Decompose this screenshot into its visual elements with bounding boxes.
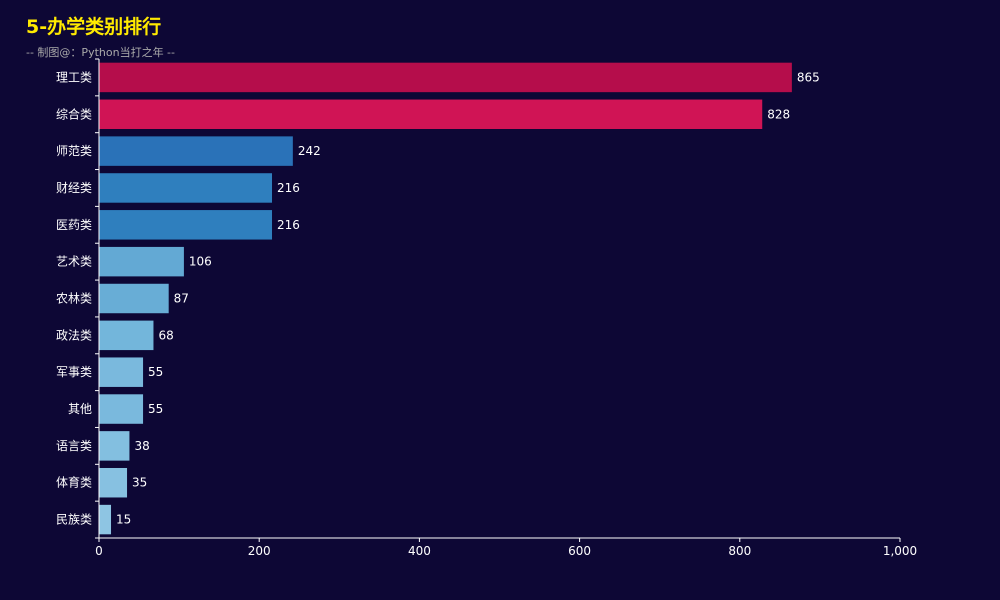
- bar: [99, 99, 763, 130]
- value-label: 55: [148, 365, 163, 379]
- bar: [99, 467, 128, 498]
- value-label: 15: [116, 513, 131, 527]
- value-label: 216: [277, 218, 300, 232]
- bar: [99, 283, 169, 314]
- category-label: 医药类: [56, 218, 92, 232]
- value-label: 865: [797, 70, 820, 84]
- bar: [99, 320, 154, 351]
- value-label: 216: [277, 181, 300, 195]
- bar: [99, 62, 792, 93]
- bar: [99, 394, 144, 424]
- value-label: 242: [298, 144, 321, 158]
- category-label: 军事类: [56, 365, 92, 379]
- category-label: 政法类: [56, 328, 92, 342]
- category-label: 艺术类: [56, 255, 92, 269]
- chart-subtitle: -- 制图@：Python当打之年 --: [26, 46, 175, 59]
- chart-title: 5-办学类别排行: [26, 16, 162, 38]
- bar: [99, 357, 144, 387]
- x-tick-label: 0: [95, 544, 103, 558]
- category-label: 财经类: [56, 181, 92, 195]
- category-label: 农林类: [56, 292, 92, 306]
- category-label: 师范类: [56, 144, 92, 158]
- value-label: 828: [767, 107, 790, 121]
- x-tick-label: 1,000: [883, 544, 917, 558]
- value-label: 55: [148, 402, 163, 416]
- bar: [99, 504, 112, 535]
- bar: [99, 210, 273, 240]
- category-label: 民族类: [56, 513, 92, 527]
- category-label: 语言类: [56, 439, 92, 453]
- value-label: 87: [174, 292, 189, 306]
- x-tick-label: 800: [728, 544, 751, 558]
- category-label: 综合类: [56, 106, 92, 121]
- bar: [99, 246, 184, 277]
- bar: [99, 173, 273, 203]
- value-label: 68: [158, 328, 173, 342]
- bar: [99, 136, 293, 166]
- x-tick-label: 200: [248, 544, 271, 558]
- category-label: 其他: [68, 402, 92, 416]
- bar: [99, 431, 130, 461]
- x-tick-label: 400: [408, 544, 431, 558]
- category-label: 理工类: [56, 70, 92, 84]
- value-label: 38: [134, 439, 149, 453]
- value-label: 35: [132, 476, 147, 490]
- category-label: 体育类: [56, 475, 92, 490]
- value-label: 106: [189, 255, 212, 269]
- x-tick-label: 600: [568, 544, 591, 558]
